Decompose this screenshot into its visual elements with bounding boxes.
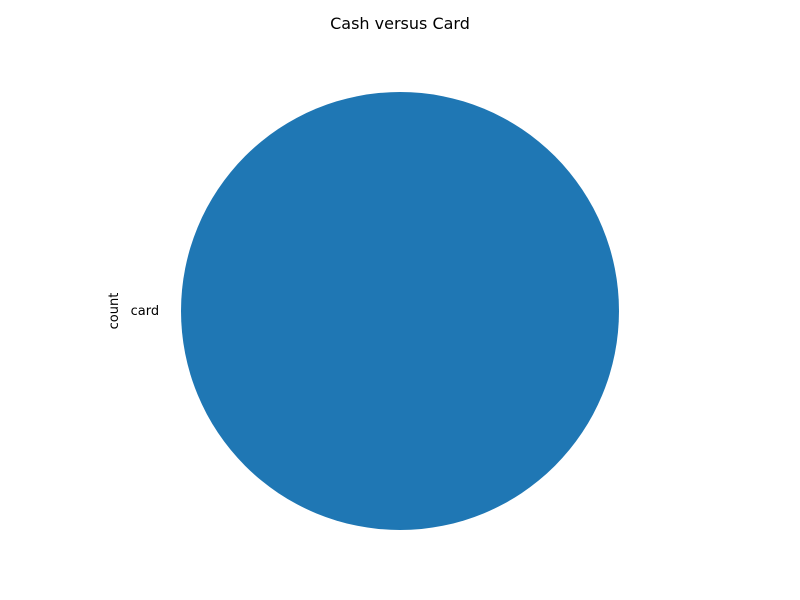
y-axis-label: count [107, 293, 122, 330]
pie-slice-card [181, 92, 619, 530]
chart-title: Cash versus Card [330, 14, 470, 33]
pie-slice-label: card [131, 304, 159, 319]
pie-slices [181, 92, 619, 530]
pie-slice-labels: card [131, 304, 159, 319]
